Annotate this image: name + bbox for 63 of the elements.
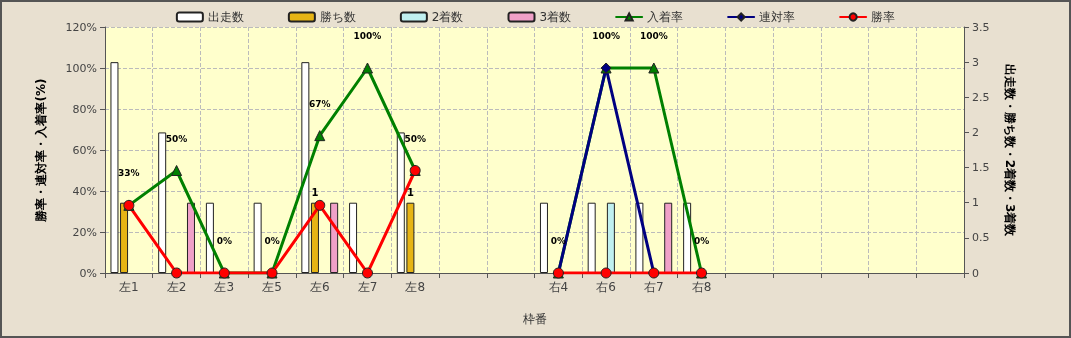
x-tick-label: 右8: [691, 280, 712, 294]
legend-label: 勝率: [871, 10, 896, 24]
data-label: 0%: [264, 236, 280, 246]
bar: [253, 202, 262, 273]
y-tick-label: 20%: [72, 225, 97, 239]
x-tick-label: 左2: [166, 280, 187, 294]
y-tick-label: 40%: [72, 184, 97, 198]
point: [361, 62, 373, 74]
legend-label: 2着数: [431, 10, 464, 24]
data-label: 100%: [592, 31, 620, 41]
point: [600, 267, 612, 279]
point: [648, 62, 660, 74]
y2-tick-label: 2.5: [972, 90, 990, 104]
data-label: 67%: [308, 98, 331, 109]
x-tick-label: 左3: [214, 280, 235, 294]
x-tick-label: 右7: [643, 280, 664, 294]
y2-tick-label: 1: [972, 196, 979, 210]
y2-tick-label: 2: [972, 125, 979, 139]
bar: [587, 202, 596, 273]
legend-label: 出走数: [207, 10, 244, 24]
data-label: 100%: [639, 31, 668, 41]
x-tick-label: 左6: [309, 280, 330, 294]
bar: [330, 202, 339, 273]
x-tick-label: 左8: [405, 280, 426, 294]
legend-label: 勝ち数: [319, 10, 356, 24]
point: [314, 199, 326, 211]
y2-tick-label: 0.5: [972, 231, 990, 245]
bar: [186, 202, 195, 273]
legend-label: 入着率: [647, 10, 684, 24]
point: [361, 267, 373, 279]
y-tick-label: 0%: [79, 266, 97, 280]
x-tick-label: 右4: [548, 280, 569, 294]
data-label: 50%: [404, 133, 426, 144]
data-label: 0%: [216, 236, 232, 246]
y2-tick-label: 3: [972, 55, 979, 69]
x-tick-label: 左7: [357, 280, 378, 294]
legend-label: 連対率: [759, 10, 796, 24]
bar: [539, 202, 548, 273]
y-tick-label: 60%: [72, 143, 97, 157]
data-label: 1: [311, 187, 319, 199]
bar: [349, 202, 358, 273]
x-tick-label: 左5: [262, 280, 282, 294]
y-tick-label: 100%: [65, 61, 97, 75]
y-tick-label: 80%: [72, 102, 97, 116]
point: [314, 130, 326, 142]
y-tick-label: 120%: [65, 20, 97, 34]
data-label: 1: [406, 187, 414, 199]
data-label: 50%: [165, 133, 188, 144]
x-axis-title: 枠番: [521, 312, 547, 326]
y2-axis-title: 出走数・勝ち数・2着数・3着数: [1003, 63, 1017, 238]
y-axis-title: 勝率・連対率・入着率(%): [34, 78, 48, 223]
data-label: 100%: [353, 31, 382, 41]
y2-tick-label: 3.5: [972, 20, 990, 34]
legend-label: 3着数: [539, 10, 572, 24]
x-tick-label: 左1: [119, 280, 139, 294]
y2-tick-label: 1.5: [972, 161, 990, 175]
data-label: 33%: [118, 168, 140, 179]
bar: [158, 132, 167, 273]
point: [171, 165, 183, 176]
x-tick-label: 右6: [596, 280, 616, 294]
y2-tick-label: 0: [972, 266, 979, 280]
bar: [664, 202, 673, 273]
point: [171, 267, 183, 279]
